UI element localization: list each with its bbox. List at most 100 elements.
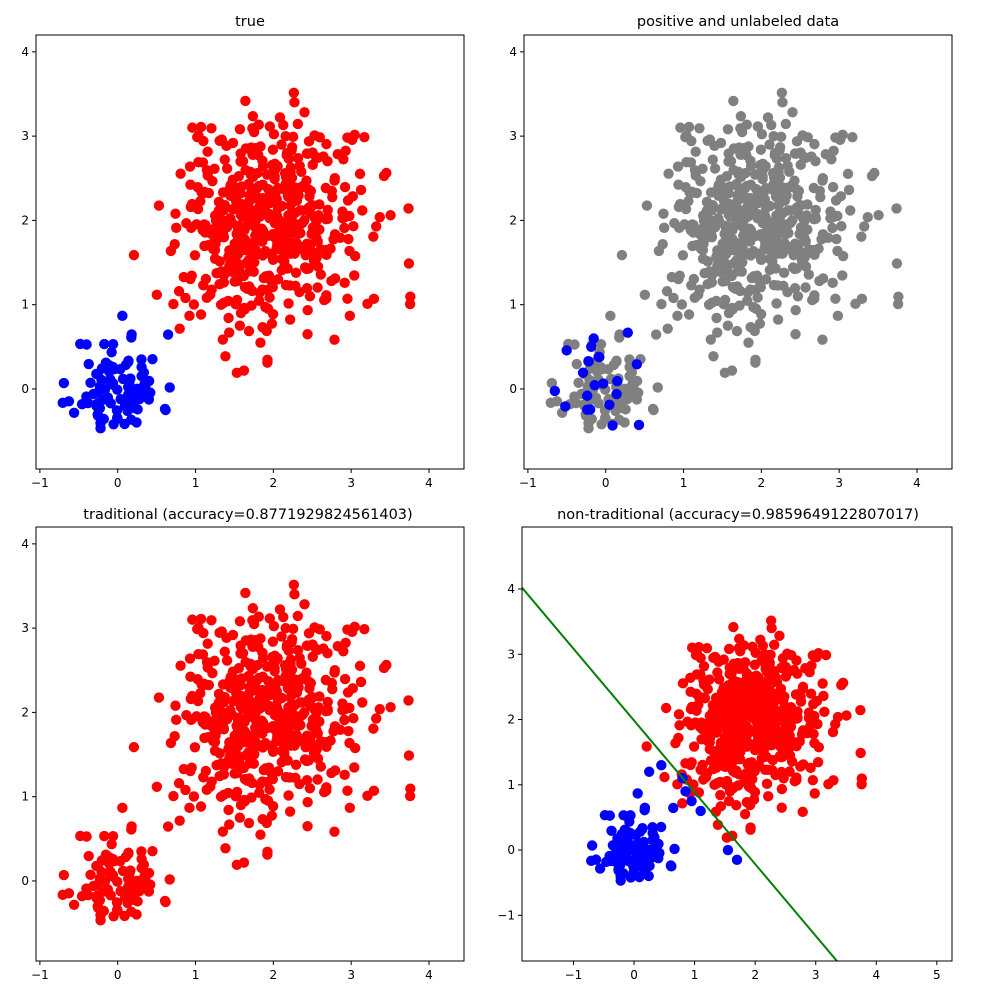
scatter-point-unlabeled: [799, 252, 810, 263]
scatter-point-predicted-positive: [225, 705, 236, 716]
scatter-point-predicted-positive: [670, 737, 681, 749]
scatter-point-predicted-positive: [660, 702, 672, 714]
scatter-point-predicted-positive: [287, 623, 299, 635]
scatter-point-unlabeled: [705, 334, 717, 345]
scatter-point-positive: [344, 210, 355, 222]
subplot-traditional: traditional (accuracy=0.8771929824561403…: [21, 507, 465, 982]
scatter-point-unlabeled-negative: [595, 338, 607, 350]
scatter-point-labeled-positive: [561, 345, 572, 356]
scatter-point-predicted-positive: [288, 579, 300, 590]
scatter-point-unlabeled: [735, 111, 747, 122]
scatter-point-positive: [206, 123, 217, 134]
scatter-point-positive: [188, 299, 200, 310]
scatter-point-unlabeled: [828, 145, 839, 156]
scatter-point-predicted-positive: [705, 714, 716, 726]
scatter-point-predicted-positive: [342, 687, 354, 698]
axes-frame: [35, 34, 465, 470]
scatter-point-predicted-negative: [637, 849, 648, 860]
scatter-point-predicted-positive: [315, 761, 326, 772]
scatter-point-predicted-positive: [700, 771, 712, 783]
scatter-point-predicted-positive: [312, 728, 323, 739]
scatter-point-predicted-positive: [231, 720, 242, 732]
scatter-point-negative: [147, 353, 158, 365]
scatter-point-predicted-positive: [791, 774, 802, 786]
scatter-point-predicted-positive: [250, 722, 261, 733]
scatter-point-predicted-positive: [257, 776, 268, 787]
ticks-layer: −1 0 1 2 3 4 5 −1 0 1 2 3 4: [497, 582, 940, 982]
scatter-point-predicted-negative: [590, 854, 602, 865]
axes-frame: [523, 34, 953, 470]
x-tick-label: −1: [31, 476, 49, 490]
scatter-point-predicted-negative: [606, 825, 617, 836]
scatter-point-unlabeled: [738, 230, 749, 241]
scatter-point-positive: [405, 291, 416, 302]
scatter-point-predicted-positive: [234, 812, 246, 823]
scatter-point-unlabeled: [755, 308, 767, 320]
scatter-point-predicted-positive: [809, 788, 820, 799]
scatter-point-positive: [228, 203, 239, 215]
scatter-point-predicted-positive: [715, 742, 726, 753]
scatter-point-predicted-positive: [339, 714, 350, 726]
scatter-point-predicted-negative: [669, 843, 680, 855]
scatter-point-predicted-positive: [262, 846, 273, 858]
scatter-point-predicted-positive: [809, 710, 820, 722]
scatter-point-predicted-positive: [827, 726, 839, 738]
scatter-point-unlabeled: [778, 267, 790, 278]
scatter-point-predicted-positive: [235, 799, 247, 811]
scatter-point-unlabeled: [760, 202, 772, 214]
scatter-point-predicted-positive: [761, 778, 773, 790]
scatter-point-positive: [221, 140, 232, 152]
scatter-point-unlabeled: [892, 298, 904, 310]
scatter-point-positive: [285, 178, 296, 189]
y-tick-label: 3: [21, 129, 29, 143]
scatter-point-predicted-positive: [257, 728, 268, 739]
scatter-point-predicted-positive: [302, 797, 313, 808]
scatter-point-labeled-positive: [582, 390, 593, 401]
scatter-point-positive: [217, 334, 229, 345]
scatter-point-labeled-positive: [604, 399, 615, 411]
scatter-point-positive: [180, 292, 191, 304]
y-tick-label: 1: [21, 790, 29, 804]
scatter-point-unlabeled: [827, 277, 838, 289]
scatter-point-predicted-positive: [270, 681, 281, 692]
scatter-point-predicted-negative: [616, 828, 627, 840]
scatter-point-predicted-positive: [197, 716, 208, 728]
scatter-point-predicted-positive-2: [122, 848, 134, 860]
scatter-point-predicted-positive: [289, 740, 300, 751]
scatter-point-positive: [340, 145, 351, 156]
scatter-point-unlabeled: [831, 233, 842, 245]
scatter-point-unlabeled: [752, 121, 764, 132]
scatter-point-predicted-positive: [151, 781, 163, 792]
scatter-point-predicted-positive: [255, 829, 266, 840]
scatter-point-predicted-positive: [818, 690, 829, 702]
scatter-point-positive: [214, 278, 225, 290]
scatter-point-unlabeled: [768, 279, 780, 291]
scatter-point-predicted-positive: [713, 656, 724, 667]
scatter-point-positive: [320, 244, 331, 256]
scatter-point-predicted-positive: [253, 611, 264, 622]
x-tick-label: 0: [114, 968, 122, 982]
decision-boundary-line: [522, 587, 838, 961]
scatter-point-positive: [282, 263, 293, 274]
scatter-point-unlabeled: [711, 312, 722, 324]
scatter-point-positive: [374, 211, 385, 223]
x-tick-label: 1: [192, 476, 200, 490]
scatter-point-positive: [276, 139, 287, 150]
scatter-point-positive: [281, 150, 293, 161]
scatter-point-unlabeled: [673, 201, 685, 213]
scatter-point-predicted-negative: [655, 821, 667, 833]
scatter-point-predicted-positive: [701, 643, 713, 654]
scatter-point-unlabeled: [827, 181, 839, 193]
scatter-point-predicted-negative: [615, 842, 626, 854]
scatter-point-predicted-negative-extra: [722, 844, 734, 856]
scatter-point-positive: [292, 118, 304, 130]
scatter-point-predicted-negative-extra: [656, 760, 667, 771]
scatter-point-labeled-positive: [612, 375, 623, 387]
scatter-point-positive: [290, 267, 302, 278]
scatter-point-unlabeled-negative: [583, 418, 594, 429]
scatter-point-predicted-positive: [221, 655, 233, 666]
scatter-point-unlabeled: [755, 281, 766, 293]
scatter-point-predicted-positive: [673, 709, 685, 720]
scatter-point-predicted-positive: [264, 613, 276, 624]
scatter-point-positive: [283, 298, 294, 309]
